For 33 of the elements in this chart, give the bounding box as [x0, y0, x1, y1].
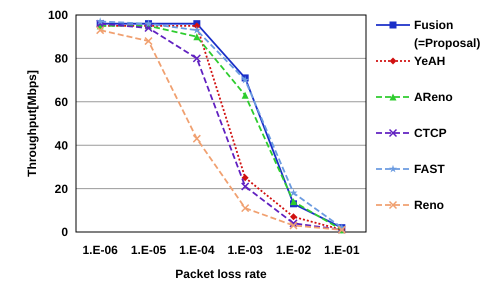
point: [192, 54, 202, 63]
y-axis-title: Throughput[Mbps]: [25, 70, 39, 177]
y-tick-label: 0: [61, 225, 68, 240]
point: [96, 26, 104, 34]
x-tick-label: 1.E-06: [82, 243, 118, 257]
y-tick-label: 80: [54, 52, 68, 66]
y-tick-label: 40: [54, 138, 68, 152]
point: [290, 213, 297, 220]
legend-label: Reno: [414, 198, 444, 212]
point: [240, 182, 250, 191]
point: [192, 26, 201, 34]
x-axis-title: Packet loss rate: [175, 267, 268, 281]
legend-label: Fusion (=Proposal): [414, 18, 480, 50]
legend-label: CTCP: [414, 126, 447, 140]
legend-label: YeAH: [414, 54, 446, 68]
x-tick-label: 1.E-04: [179, 243, 215, 257]
point: [192, 134, 202, 143]
x-tick-label: 1.E-03: [227, 243, 264, 257]
point: [242, 174, 249, 182]
legend-label: FAST: [414, 162, 446, 176]
x-tick-label: 1.E-05: [130, 243, 166, 257]
point: [144, 36, 153, 46]
point: [290, 188, 298, 196]
point: [240, 204, 250, 212]
x-tick-label: 1.E-01: [324, 243, 360, 257]
point: [242, 92, 249, 99]
y-tick-label: 100: [48, 8, 68, 22]
point: [193, 33, 200, 40]
legend-label: AReno: [414, 90, 453, 104]
point: [96, 17, 104, 25]
y-tick-label: 60: [54, 95, 68, 109]
x-tick-label: 1.E-02: [276, 243, 312, 257]
y-tick-label: 20: [54, 182, 68, 196]
